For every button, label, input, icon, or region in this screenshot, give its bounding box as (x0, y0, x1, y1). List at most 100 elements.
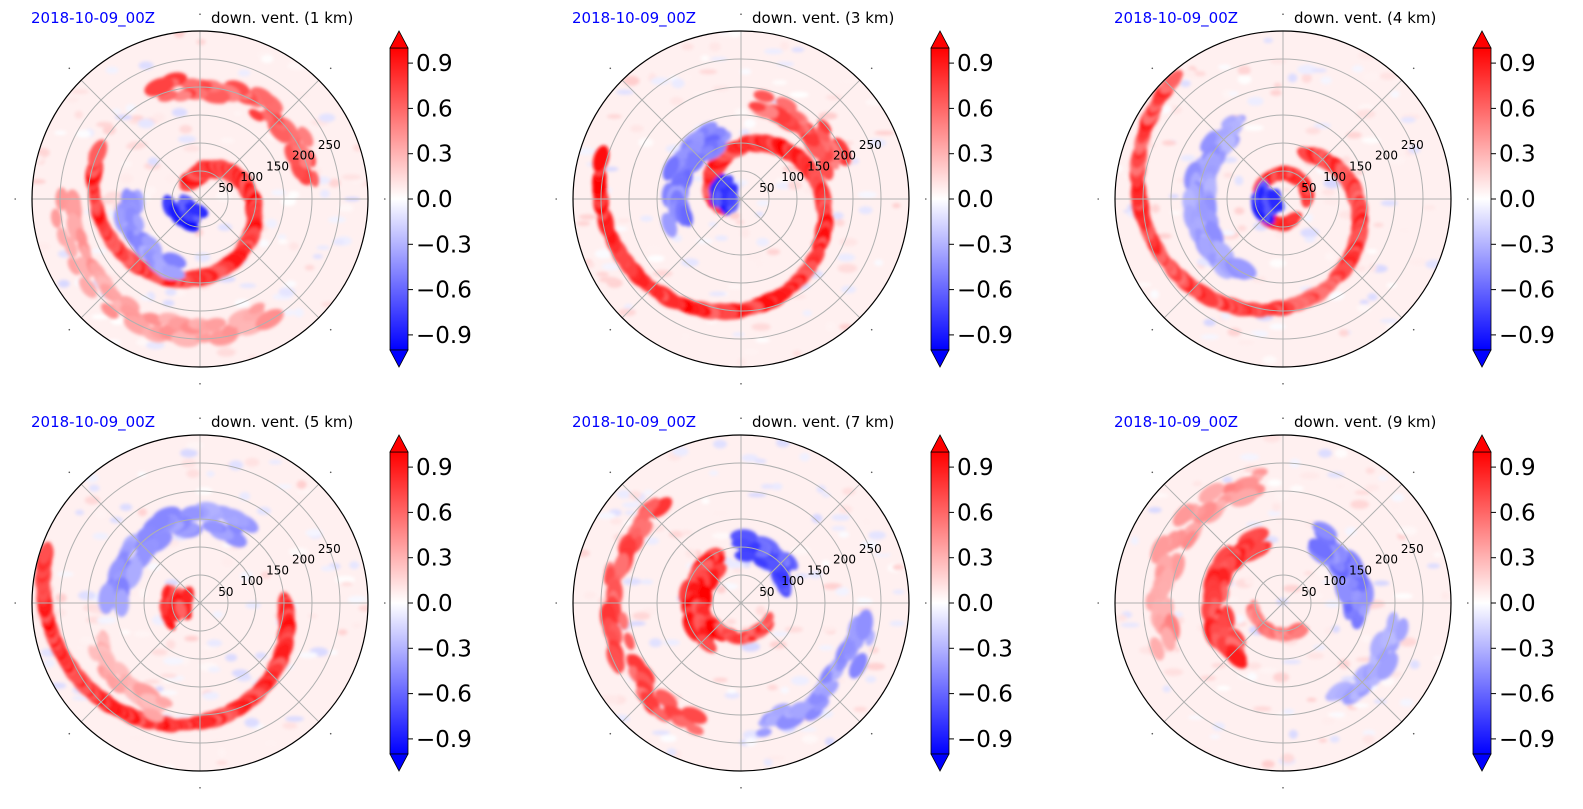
speckle (1326, 291, 1345, 301)
speckle (615, 89, 634, 95)
speckle (55, 593, 67, 603)
radial-tick-label: 250 (859, 542, 882, 556)
speckle (877, 549, 890, 555)
speckle (1379, 72, 1396, 80)
speckle (1261, 760, 1275, 769)
angle-tick (609, 732, 612, 735)
speckle (772, 80, 788, 85)
colorbar-extend-min (389, 753, 409, 772)
speckle (1321, 579, 1333, 584)
speckle (791, 47, 805, 53)
grid-spoke (621, 198, 742, 319)
field-patch (814, 697, 830, 712)
speckle (1157, 233, 1172, 239)
speckle (623, 75, 640, 86)
radial-tick-label: 50 (1301, 181, 1316, 195)
grid-spoke (80, 198, 201, 319)
radial-tick-label: 50 (218, 585, 233, 599)
speckle (647, 255, 665, 263)
speckle (578, 214, 597, 220)
speckle (260, 571, 271, 579)
colorbar-extend-min (389, 349, 409, 368)
speckle (328, 178, 341, 188)
field-patch (248, 108, 264, 122)
speckle (1354, 490, 1371, 495)
polar-grid (573, 31, 909, 367)
speckle (771, 483, 783, 491)
speckle (165, 639, 176, 650)
speckle (1117, 614, 1127, 622)
speckle (1345, 526, 1357, 536)
speckle (180, 655, 190, 666)
colorbar-tick-label: −0.3 (957, 636, 1013, 662)
angle-tick (384, 602, 386, 604)
speckle (162, 299, 175, 307)
field-patch (727, 189, 737, 207)
speckle (1192, 481, 1203, 487)
speckle (54, 130, 67, 135)
speckle (835, 586, 850, 596)
speckle (180, 448, 198, 458)
speckle (643, 738, 654, 746)
speckle (91, 314, 110, 320)
speckle (713, 439, 727, 449)
radial-tick-label: 100 (1323, 574, 1346, 588)
radial-tick-label: 150 (807, 159, 830, 173)
speckle (1239, 453, 1260, 461)
speckle (288, 547, 309, 557)
grid-spoke (621, 79, 742, 200)
colorbar-tick-label: −0.3 (1499, 232, 1555, 258)
speckle (1367, 293, 1378, 301)
speckle (1307, 593, 1324, 599)
speckle (1237, 340, 1255, 345)
field-patch (654, 689, 678, 710)
angle-tick (199, 787, 201, 789)
speckle (144, 679, 160, 684)
speckle (220, 137, 235, 144)
speckle (860, 540, 879, 550)
speckle (1253, 706, 1272, 712)
radial-tick-label: 50 (759, 585, 774, 599)
speckle (824, 737, 835, 746)
field-patch (202, 520, 224, 533)
speckle (603, 166, 619, 172)
grid-spoke (199, 198, 320, 319)
speckle (194, 252, 211, 262)
colorbar-bar (930, 451, 950, 755)
radial-tick-label: 250 (859, 138, 882, 152)
speckle (834, 219, 845, 227)
field-patch (1291, 626, 1309, 640)
radial-tick-label: 200 (1375, 149, 1398, 163)
angle-tick (329, 471, 332, 474)
speckle (701, 498, 710, 504)
panel-title: down. vent. (7 km) (752, 413, 894, 431)
speckle (244, 457, 260, 467)
field-patch (816, 125, 831, 143)
speckle (710, 510, 729, 517)
radial-tick-label: 100 (781, 574, 804, 588)
angle-tick (14, 198, 16, 200)
speckle (865, 99, 885, 106)
speckle (79, 637, 94, 644)
speckle (217, 747, 226, 758)
colorbar-tick-label: 0.9 (416, 51, 453, 77)
speckle (335, 575, 355, 584)
speckle (1262, 356, 1277, 365)
grid-spoke (621, 602, 742, 723)
angle-tick (609, 471, 612, 474)
speckle (1168, 194, 1180, 199)
angle-tick (1151, 67, 1154, 70)
angle-tick (1412, 471, 1415, 474)
speckle (1234, 175, 1244, 186)
speckle (1263, 37, 1273, 44)
field-patch (649, 497, 673, 518)
speckle (171, 107, 188, 117)
speckle (652, 269, 673, 278)
speckle (1318, 738, 1328, 743)
speckle (289, 242, 299, 251)
speckle (599, 276, 619, 283)
speckle (244, 717, 260, 728)
speckle (682, 73, 693, 83)
